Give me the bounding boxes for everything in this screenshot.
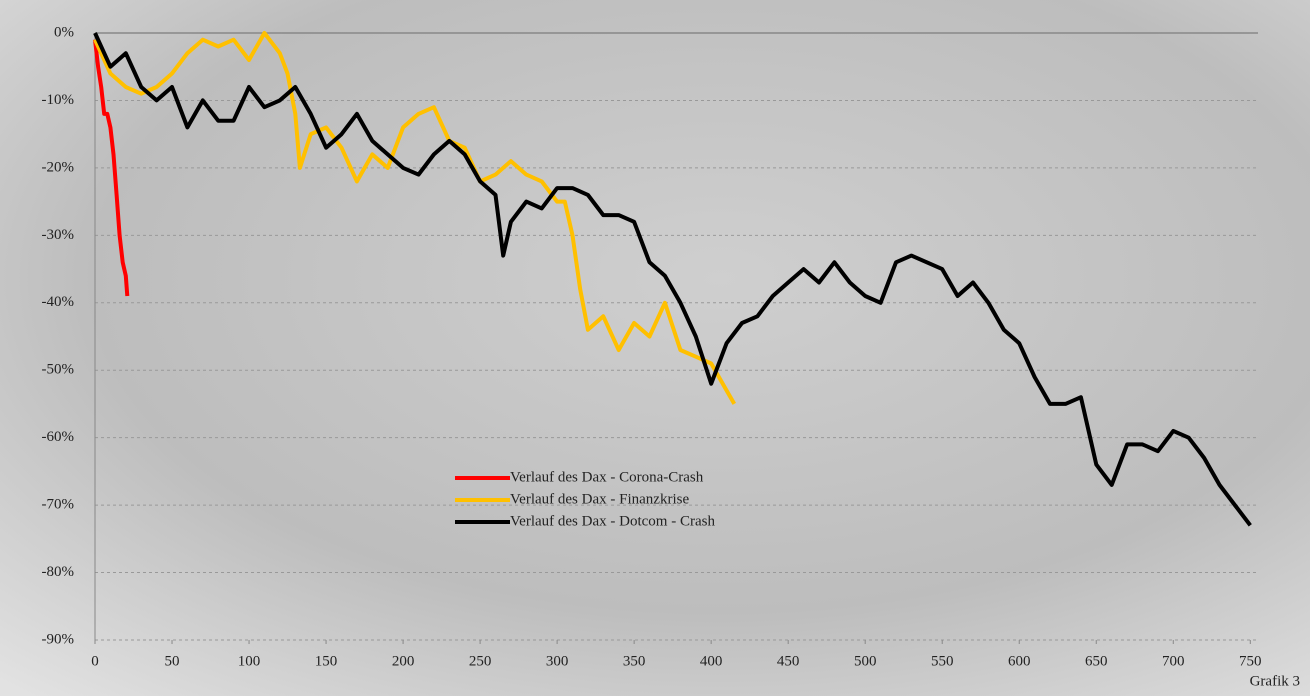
y-tick-label: -60% [42,429,75,445]
x-tick-label: 350 [623,653,646,669]
y-tick-label: 0% [54,24,74,40]
x-tick-label: 150 [315,653,338,669]
footnote: Grafik 3 [1250,673,1300,689]
y-tick-label: -80% [42,564,75,580]
x-tick-label: 550 [931,653,954,669]
series-line [93,31,737,405]
x-tick-label: 50 [165,653,180,669]
legend-label: Verlauf des Dax - Dotcom - Crash [510,513,715,529]
x-tick-label: 200 [392,653,415,669]
y-tick-label: -90% [42,631,75,647]
x-tick-label: 0 [91,653,99,669]
y-tick-label: -40% [42,294,75,310]
series-line [93,32,1252,527]
x-tick-label: 700 [1162,653,1185,669]
x-tick-label: 650 [1085,653,1108,669]
legend-label: Verlauf des Dax - Corona-Crash [510,469,704,485]
y-tick-label: -50% [42,362,75,378]
x-tick-label: 400 [700,653,723,669]
series-line [93,39,130,297]
x-tick-label: 600 [1008,653,1031,669]
x-tick-label: 500 [854,653,877,669]
x-tick-label: 250 [469,653,492,669]
x-tick-label: 750 [1239,653,1262,669]
y-tick-label: -20% [42,159,75,175]
y-tick-label: -30% [42,227,75,243]
y-tick-label: -10% [42,92,75,108]
x-tick-label: 450 [777,653,800,669]
y-tick-label: -70% [42,497,75,513]
x-tick-label: 300 [546,653,569,669]
legend-label: Verlauf des Dax - Finanzkrise [510,491,689,507]
x-tick-label: 100 [238,653,261,669]
